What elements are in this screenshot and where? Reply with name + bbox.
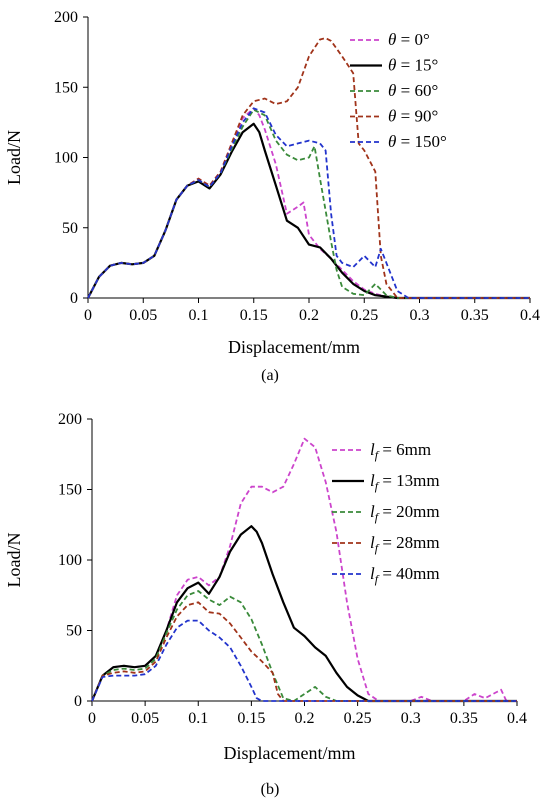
panel-a-y-tick-label: 150	[54, 79, 78, 96]
panel-a-x-tick-label: 0	[84, 307, 92, 324]
panel-a-series-15-line	[87, 122, 530, 300]
panel-a-series-90-line	[87, 37, 530, 299]
panel-b-legend-entry: lf = 13mm	[370, 471, 440, 493]
panel-a-x-tick-label: 0.15	[240, 307, 268, 324]
panel-a-y-tick-label: 100	[54, 150, 78, 167]
panel-a-x-tick-label: 0.4	[520, 307, 540, 324]
panel-b-legend-entry: lf = 20mm	[370, 502, 440, 524]
panel-b-legend-entry: lf = 40mm	[370, 564, 440, 586]
panel-b-x-tick-label: 0.2	[295, 710, 315, 727]
panel-b-y-tick-label: 0	[74, 693, 82, 710]
panel-a-series-0-line	[87, 107, 530, 299]
panel-a-legend-entry: θ = 0°	[388, 30, 430, 49]
panel-b-y-axis-title: Load/N	[4, 533, 24, 588]
panel-a-y-tick-label: 0	[70, 290, 78, 307]
panel-b-y-tick-label: 50	[66, 623, 82, 640]
panel-a-y-tick-label: 200	[54, 9, 78, 26]
panel-b-series-40mm-line	[91, 619, 517, 702]
panel-a-series-60-line	[87, 108, 530, 299]
panel-b-x-tick-label: 0.05	[131, 710, 159, 727]
panel-a-x-tick-label: 0.05	[129, 307, 157, 324]
panel-b-x-tick-label: 0.35	[450, 710, 478, 727]
panel-a-x-tick-label: 0.35	[461, 307, 489, 324]
panel-b-caption: (b)	[261, 781, 280, 798]
panel-b-x-tick-label: 0.1	[188, 710, 208, 727]
panel-a-legend-entry: θ = 150°	[388, 132, 447, 151]
panel-a-x-tick-label: 0.25	[350, 307, 378, 324]
panel-a-x-tick-label: 0.1	[189, 307, 209, 324]
panel-b-series-13mm-line	[90, 525, 517, 703]
panel-a-legend-entry: θ = 60°	[388, 81, 438, 100]
panel-b-legend: lf = 6mm lf = 13mm lf = 20mm lf = 28mm lf = …	[332, 440, 440, 586]
panel-a-y-axis-title: Load/N	[4, 130, 24, 185]
panel-a-series-150-line	[87, 107, 530, 299]
panel-a-chart: 0 50 100 150 200 0 0.05 0.1 0.15 0.2 0.25 0.3 0.35 0.…	[4, 9, 540, 384]
panel-a-legend-entry: θ = 90°	[388, 107, 438, 126]
panel-b-series-20mm-line	[91, 590, 517, 702]
panel-a-x-tick-label: 0.2	[299, 307, 319, 324]
panel-b-legend-entry: lf = 28mm	[370, 533, 440, 555]
panel-b-x-tick-label: 0.3	[401, 710, 421, 727]
panel-b-legend-entry: lf = 6mm	[370, 440, 431, 462]
panel-a-caption: (a)	[261, 367, 279, 384]
panel-b-x-axis-title: Displacement/mm	[224, 743, 356, 763]
panel-a-legend: θ = 0° θ = 15° θ = 60° θ = 90° θ = 150°	[350, 30, 447, 151]
panel-b-x-tick-label: 0.15	[237, 710, 265, 727]
panel-b-x-tick-label: 0.25	[344, 710, 372, 727]
panel-b-series-28mm-line	[91, 601, 517, 702]
panel-b-y-tick-label: 100	[58, 552, 82, 569]
panel-b-series-6mm-line	[91, 437, 517, 702]
panel-b-x-tick-label: 0.4	[507, 710, 527, 727]
panel-b-chart: 0 50 100 150 200 0 0.05 0.1 0.15 0.2 0.25 0.3 0.35 0.…	[4, 411, 527, 798]
panel-a-y-tick-label: 50	[62, 220, 78, 237]
panel-a-x-tick-label: 0.3	[410, 307, 430, 324]
panel-a-legend-entry: θ = 15°	[388, 56, 438, 75]
panel-a-x-axis-title: Displacement/mm	[228, 337, 360, 357]
panel-b-y-tick-label: 150	[58, 482, 82, 499]
panel-b-x-tick-label: 0	[88, 710, 96, 727]
panel-b-y-tick-label: 200	[58, 411, 82, 428]
